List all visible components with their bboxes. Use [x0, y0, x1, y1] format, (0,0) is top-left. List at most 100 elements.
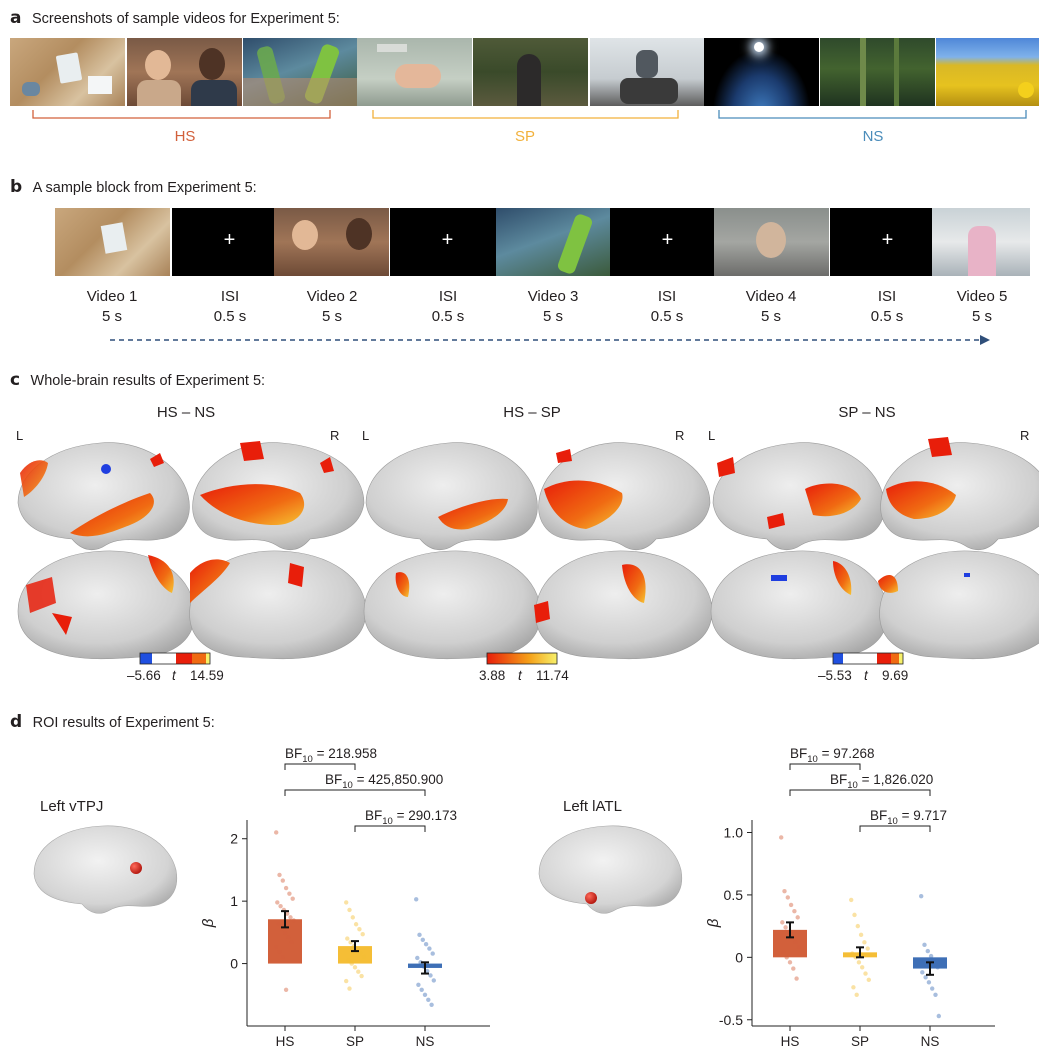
- roi-label-vtpj: Left vTPJ: [40, 798, 104, 815]
- data-point: [427, 946, 432, 951]
- colorbar-stat: t: [518, 668, 522, 683]
- data-point: [858, 932, 864, 938]
- data-point: [418, 960, 423, 965]
- data-point: [277, 872, 282, 878]
- bracket-hs: [32, 110, 331, 119]
- roi-brain-vtpj: [33, 825, 178, 914]
- significance-bracket: [284, 789, 426, 796]
- data-point: [863, 971, 868, 976]
- brain-hs-ns-right-lateral: [192, 441, 365, 551]
- data-point: [352, 965, 358, 970]
- data-point: [283, 987, 289, 992]
- data-point: [919, 893, 924, 899]
- bayes-factor-label: BF10 = 97.268: [790, 746, 875, 765]
- colorbar-stat: t: [172, 668, 176, 683]
- y-tick-label: 0.5: [724, 887, 744, 903]
- bayes-factor-label: BF10 = 290.173: [365, 808, 457, 827]
- video-thumbnail-ns-2: [820, 38, 935, 106]
- data-point: [795, 915, 800, 920]
- data-point: [862, 940, 867, 945]
- block-video-2: [274, 208, 389, 276]
- data-point: [928, 953, 934, 959]
- panel-c-title: Whole-brain results of Experiment 5:: [30, 373, 266, 389]
- panel-b-letter: b: [10, 177, 23, 197]
- block-isi-3: +: [610, 208, 725, 276]
- data-point: [274, 830, 279, 835]
- x-tick-label: SP: [851, 1034, 869, 1049]
- time-arrow: [110, 335, 990, 345]
- data-point: [415, 955, 420, 961]
- data-point: [791, 966, 796, 971]
- contrast-title-3: SP – NS: [838, 404, 896, 421]
- brain-hs-sp-right-lateral: [538, 442, 711, 551]
- significance-bracket: [284, 763, 356, 770]
- block-label-8: ISI 0.5 s: [870, 288, 904, 325]
- y-axis-label: β: [200, 918, 217, 928]
- data-point: [785, 895, 790, 900]
- data-point: [422, 992, 428, 997]
- data-point: [794, 976, 799, 981]
- data-point: [425, 968, 430, 974]
- fixation-cross: +: [881, 229, 894, 251]
- hemisphere-left-label: L: [16, 428, 24, 443]
- data-point: [429, 1002, 434, 1007]
- brain-sp-ns-right-lateral: [880, 437, 1039, 551]
- fixation-cross: +: [661, 229, 674, 251]
- block-video-3: [496, 208, 611, 276]
- data-point: [288, 915, 293, 920]
- x-tick-label: NS: [921, 1034, 940, 1049]
- panel-a-title: Screenshots of sample videos for Experim…: [31, 11, 340, 27]
- data-point: [923, 975, 928, 980]
- roi-brains: [33, 825, 683, 914]
- data-point: [936, 1013, 941, 1019]
- significance-bracket: [859, 825, 931, 832]
- block-isi-4: +: [830, 208, 945, 276]
- data-point: [930, 986, 935, 991]
- group-brackets: [32, 110, 1027, 119]
- data-point: [933, 992, 938, 997]
- data-point: [849, 897, 854, 903]
- data-point: [781, 950, 786, 955]
- data-point: [865, 946, 870, 951]
- y-tick-label: 0: [735, 949, 743, 965]
- hemisphere-left-label: L: [362, 428, 370, 443]
- data-point: [353, 922, 359, 927]
- data-point: [287, 891, 292, 896]
- video-thumbnail-sp-1: [357, 38, 472, 106]
- significance-bracket: [789, 789, 931, 796]
- data-point: [361, 954, 366, 959]
- data-point: [787, 960, 793, 965]
- data-point: [855, 923, 860, 929]
- panel-b-title: A sample block from Experiment 5:: [32, 180, 257, 196]
- panel-a-letter: a: [10, 8, 22, 28]
- data-point: [414, 897, 419, 902]
- data-point: [349, 961, 354, 966]
- data-point: [860, 965, 865, 970]
- bayes-factor-label: BF10 = 218.958: [285, 746, 377, 765]
- video-thumbnail-hs-1: [10, 38, 125, 106]
- significance-bracket: [789, 763, 861, 770]
- bayes-factor-label: BF10 = 425,850.900: [325, 772, 443, 791]
- bracket-ns: [718, 110, 1027, 119]
- data-point: [277, 949, 282, 954]
- data-point: [851, 985, 856, 990]
- group-label-sp: SP: [514, 128, 535, 145]
- video-thumbnail-ns-1: [704, 38, 819, 106]
- data-point: [782, 888, 787, 894]
- data-point: [344, 978, 349, 984]
- y-axis-label: β: [705, 918, 722, 928]
- fixation-cross: +: [441, 229, 454, 251]
- brain-hs-ns-left-medial: [17, 550, 195, 660]
- brain-sp-ns-right-medial: [878, 550, 1039, 660]
- group-label-hs: HS: [174, 128, 196, 145]
- data-point: [922, 942, 927, 948]
- panel-d-header: d ROI results of Experiment 5:: [10, 712, 215, 732]
- data-point: [430, 951, 435, 956]
- data-point: [278, 903, 283, 909]
- data-point: [854, 992, 859, 997]
- data-point: [344, 900, 349, 905]
- data-point: [426, 997, 431, 1002]
- block-video-4: [714, 208, 829, 276]
